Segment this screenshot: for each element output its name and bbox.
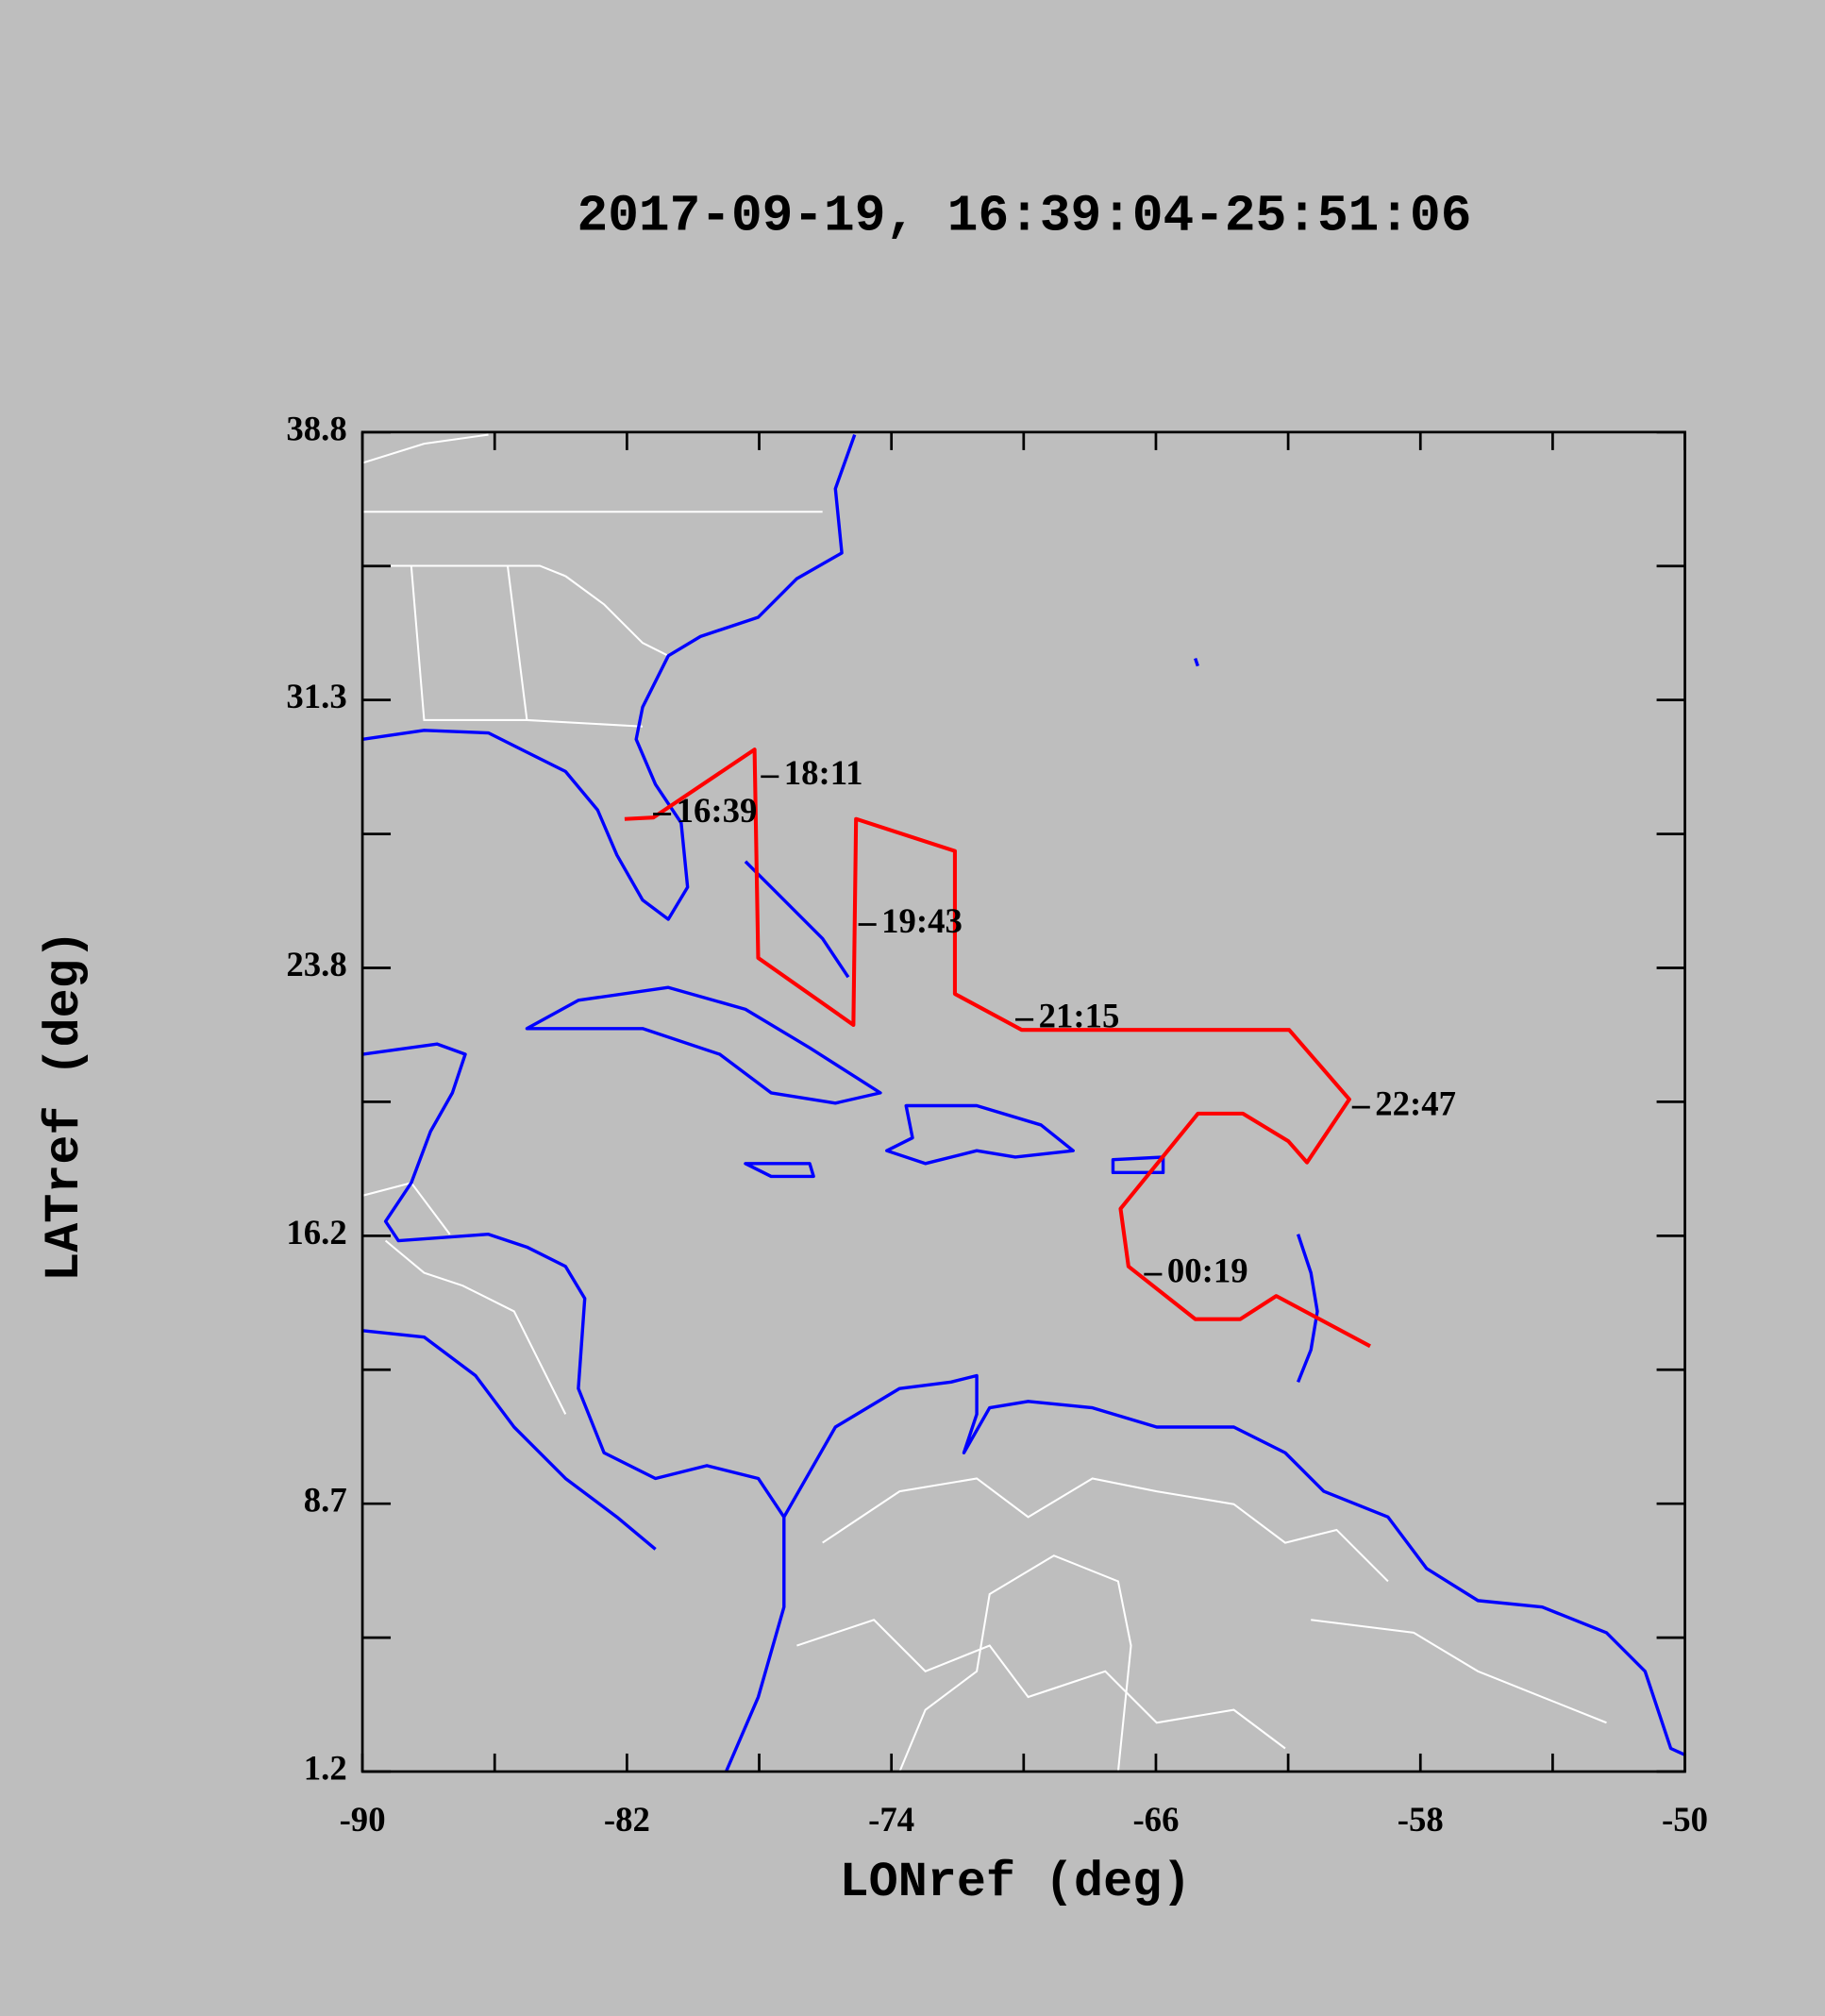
y-tick-label: 8.7 [304, 1481, 347, 1520]
x-tick-label: -74 [868, 1800, 914, 1839]
x-tick-label: -82 [604, 1800, 650, 1839]
map-background [362, 433, 1685, 1772]
x-tick-label: -50 [1662, 1800, 1708, 1839]
y-tick-label: 23.8 [286, 945, 346, 983]
x-axis-label: LONref (deg) [840, 1855, 1192, 1910]
annotation: 21:15 [1039, 997, 1120, 1035]
annotation: 16:39 [677, 791, 758, 830]
annotation: 22:47 [1375, 1084, 1456, 1123]
y-tick-label: 31.3 [286, 677, 346, 715]
y-tick-label: 1.2 [304, 1748, 347, 1787]
y-axis-label: LATref (deg) [37, 930, 92, 1282]
flight-track [624, 748, 1371, 1349]
y-tick-label: 38.8 [286, 409, 346, 447]
x-tick-label: -58 [1398, 1800, 1444, 1839]
y-tick-label: 16.2 [286, 1213, 346, 1252]
x-tick-label: -66 [1132, 1800, 1179, 1839]
annotation: 19:43 [881, 901, 963, 940]
annotation: 00:19 [1167, 1252, 1248, 1290]
x-tick-label: -90 [340, 1800, 386, 1839]
chart-title: 2017-09-19, 16:39:04-25:51:06 [578, 188, 1472, 245]
annotation: 18:11 [784, 753, 863, 792]
